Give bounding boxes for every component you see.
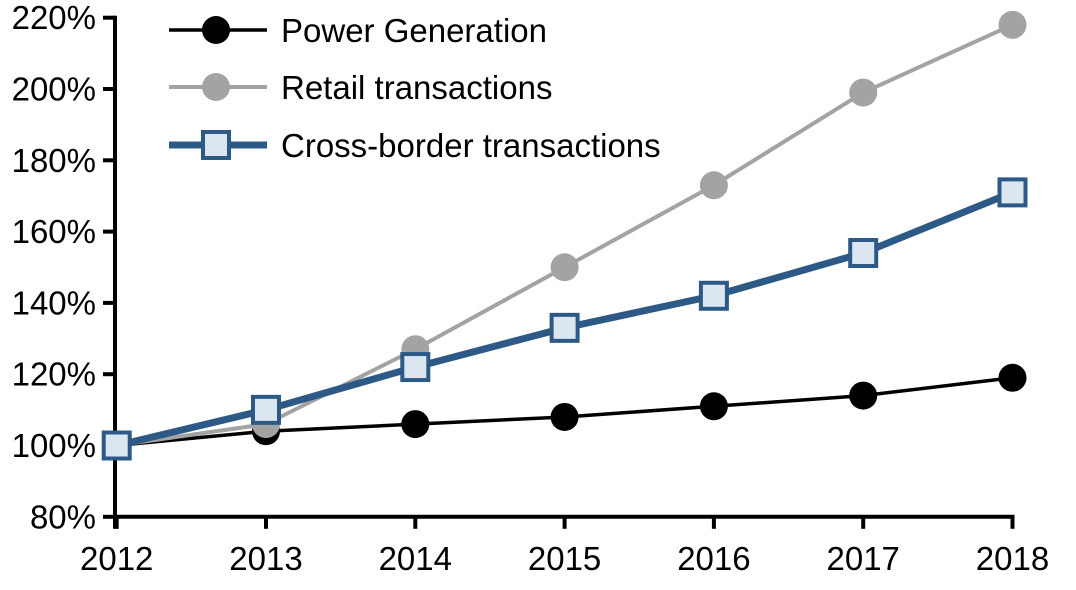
y-tick-label: 200% bbox=[12, 71, 96, 108]
data-point-circle bbox=[849, 78, 878, 107]
data-point-circle bbox=[998, 10, 1027, 39]
data-point-square bbox=[848, 237, 879, 268]
legend-item-retail-transactions: Retail transactions bbox=[168, 65, 552, 109]
data-point-square bbox=[549, 312, 580, 343]
series-cross-border-transactions bbox=[101, 177, 1028, 461]
data-point-circle bbox=[550, 402, 579, 431]
y-tick-label: 120% bbox=[12, 356, 96, 393]
data-point-circle bbox=[202, 73, 230, 101]
x-tick-label: 2012 bbox=[80, 540, 153, 577]
y-tick-label: 180% bbox=[12, 142, 96, 179]
x-tick-label: 2016 bbox=[677, 540, 750, 577]
x-tick-label: 2018 bbox=[976, 540, 1049, 577]
data-point-square bbox=[400, 352, 431, 383]
data-point-circle bbox=[699, 171, 728, 200]
y-tick-label: 140% bbox=[12, 284, 96, 321]
y-tick-label: 220% bbox=[12, 0, 96, 36]
x-tick-label: 2015 bbox=[528, 540, 601, 577]
data-point-square bbox=[698, 280, 729, 311]
y-tick-label: 80% bbox=[30, 498, 96, 535]
data-point-circle bbox=[401, 410, 430, 439]
data-point-circle bbox=[998, 363, 1027, 392]
legend-item-cross-border-transactions: Cross-border transactions bbox=[168, 123, 661, 167]
legend-label: Power Generation bbox=[281, 11, 547, 49]
series-power-generation bbox=[102, 363, 1027, 460]
legend-sample-line-circle-icon bbox=[169, 16, 267, 44]
legend-sample-line-square-icon bbox=[169, 130, 267, 160]
data-point-circle bbox=[699, 392, 728, 421]
x-tick-label: 2013 bbox=[229, 540, 302, 577]
legend-item-power-generation: Power Generation bbox=[168, 8, 547, 52]
data-point-circle bbox=[550, 253, 579, 282]
legend-sample-line-circle-icon bbox=[169, 73, 267, 101]
data-point-square bbox=[101, 430, 132, 461]
data-point-square bbox=[997, 177, 1028, 208]
y-tick-label: 160% bbox=[12, 213, 96, 250]
legend-label: Cross-border transactions bbox=[281, 126, 661, 164]
data-point-square bbox=[201, 130, 231, 160]
data-point-circle bbox=[849, 381, 878, 410]
x-tick-label: 2017 bbox=[826, 540, 899, 577]
legend-label: Retail transactions bbox=[281, 68, 553, 106]
data-point-circle bbox=[202, 16, 230, 44]
data-point-square bbox=[251, 394, 281, 425]
x-tick-label: 2014 bbox=[379, 540, 452, 577]
y-tick-label: 100% bbox=[12, 427, 96, 464]
